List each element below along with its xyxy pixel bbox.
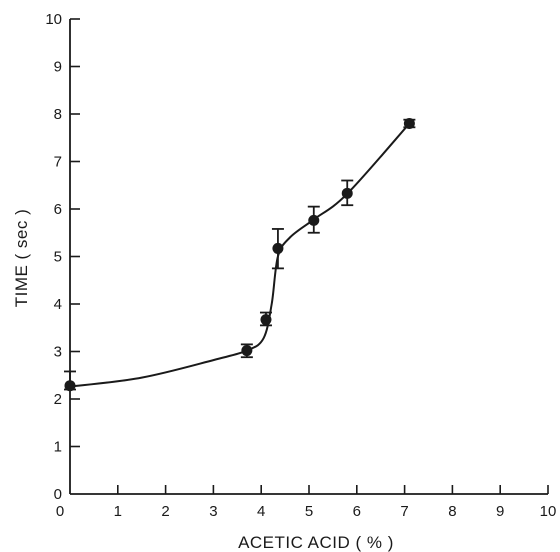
x-tick-label: 6 xyxy=(353,503,361,520)
data-point xyxy=(259,311,272,327)
y-tick-label: 7 xyxy=(54,154,62,171)
x-axis-title: ACETIC ACID ( % ) xyxy=(238,533,394,552)
ticks: 0 1 2 3 4 5 6 7 8 9 10 0 1 2 3 4 5 6 7 8 9 10 xyxy=(45,11,556,520)
y-tick-label: 10 xyxy=(45,11,62,28)
data-point-marker xyxy=(272,242,284,254)
x-tick-label: 1 xyxy=(114,503,122,520)
x-tick-label: 8 xyxy=(448,503,456,520)
data-points-layer xyxy=(64,118,416,392)
y-tick-label: 4 xyxy=(54,296,62,313)
x-tick-label: 7 xyxy=(400,503,408,520)
y-tick-label: 8 xyxy=(54,106,62,123)
data-point xyxy=(341,179,354,207)
x-tick-label: 10 xyxy=(540,503,557,520)
data-point-marker xyxy=(64,380,76,392)
data-point xyxy=(403,118,416,129)
data-point xyxy=(271,228,284,270)
fitted-curve-layer xyxy=(69,122,411,388)
x-tick-label: 3 xyxy=(209,503,217,520)
data-point-marker xyxy=(308,214,320,226)
y-tick-label: 3 xyxy=(54,344,62,361)
data-point-marker xyxy=(241,345,253,357)
y-tick-label: 2 xyxy=(54,391,62,408)
x-tick-label: 5 xyxy=(305,503,313,520)
y-tick-label: 6 xyxy=(54,201,62,218)
y-tick-label: 5 xyxy=(54,249,62,266)
y-axis-title: TIME ( sec ) xyxy=(12,209,31,308)
y-tick-label: 9 xyxy=(54,59,62,76)
y-tick-label: 1 xyxy=(54,439,62,456)
x-tick-label: 2 xyxy=(161,503,169,520)
fitted-curve xyxy=(69,122,411,388)
data-point xyxy=(64,370,76,392)
data-point-marker xyxy=(341,187,353,199)
x-tick-label: 0 xyxy=(56,503,64,520)
data-point xyxy=(240,343,253,359)
x-tick-label: 9 xyxy=(496,503,504,520)
data-point-marker xyxy=(403,118,415,129)
data-point-marker xyxy=(260,314,272,326)
axes xyxy=(69,19,548,495)
x-tick-label: 4 xyxy=(257,503,265,520)
data-point xyxy=(307,205,320,234)
y-tick-label: 0 xyxy=(54,486,62,503)
